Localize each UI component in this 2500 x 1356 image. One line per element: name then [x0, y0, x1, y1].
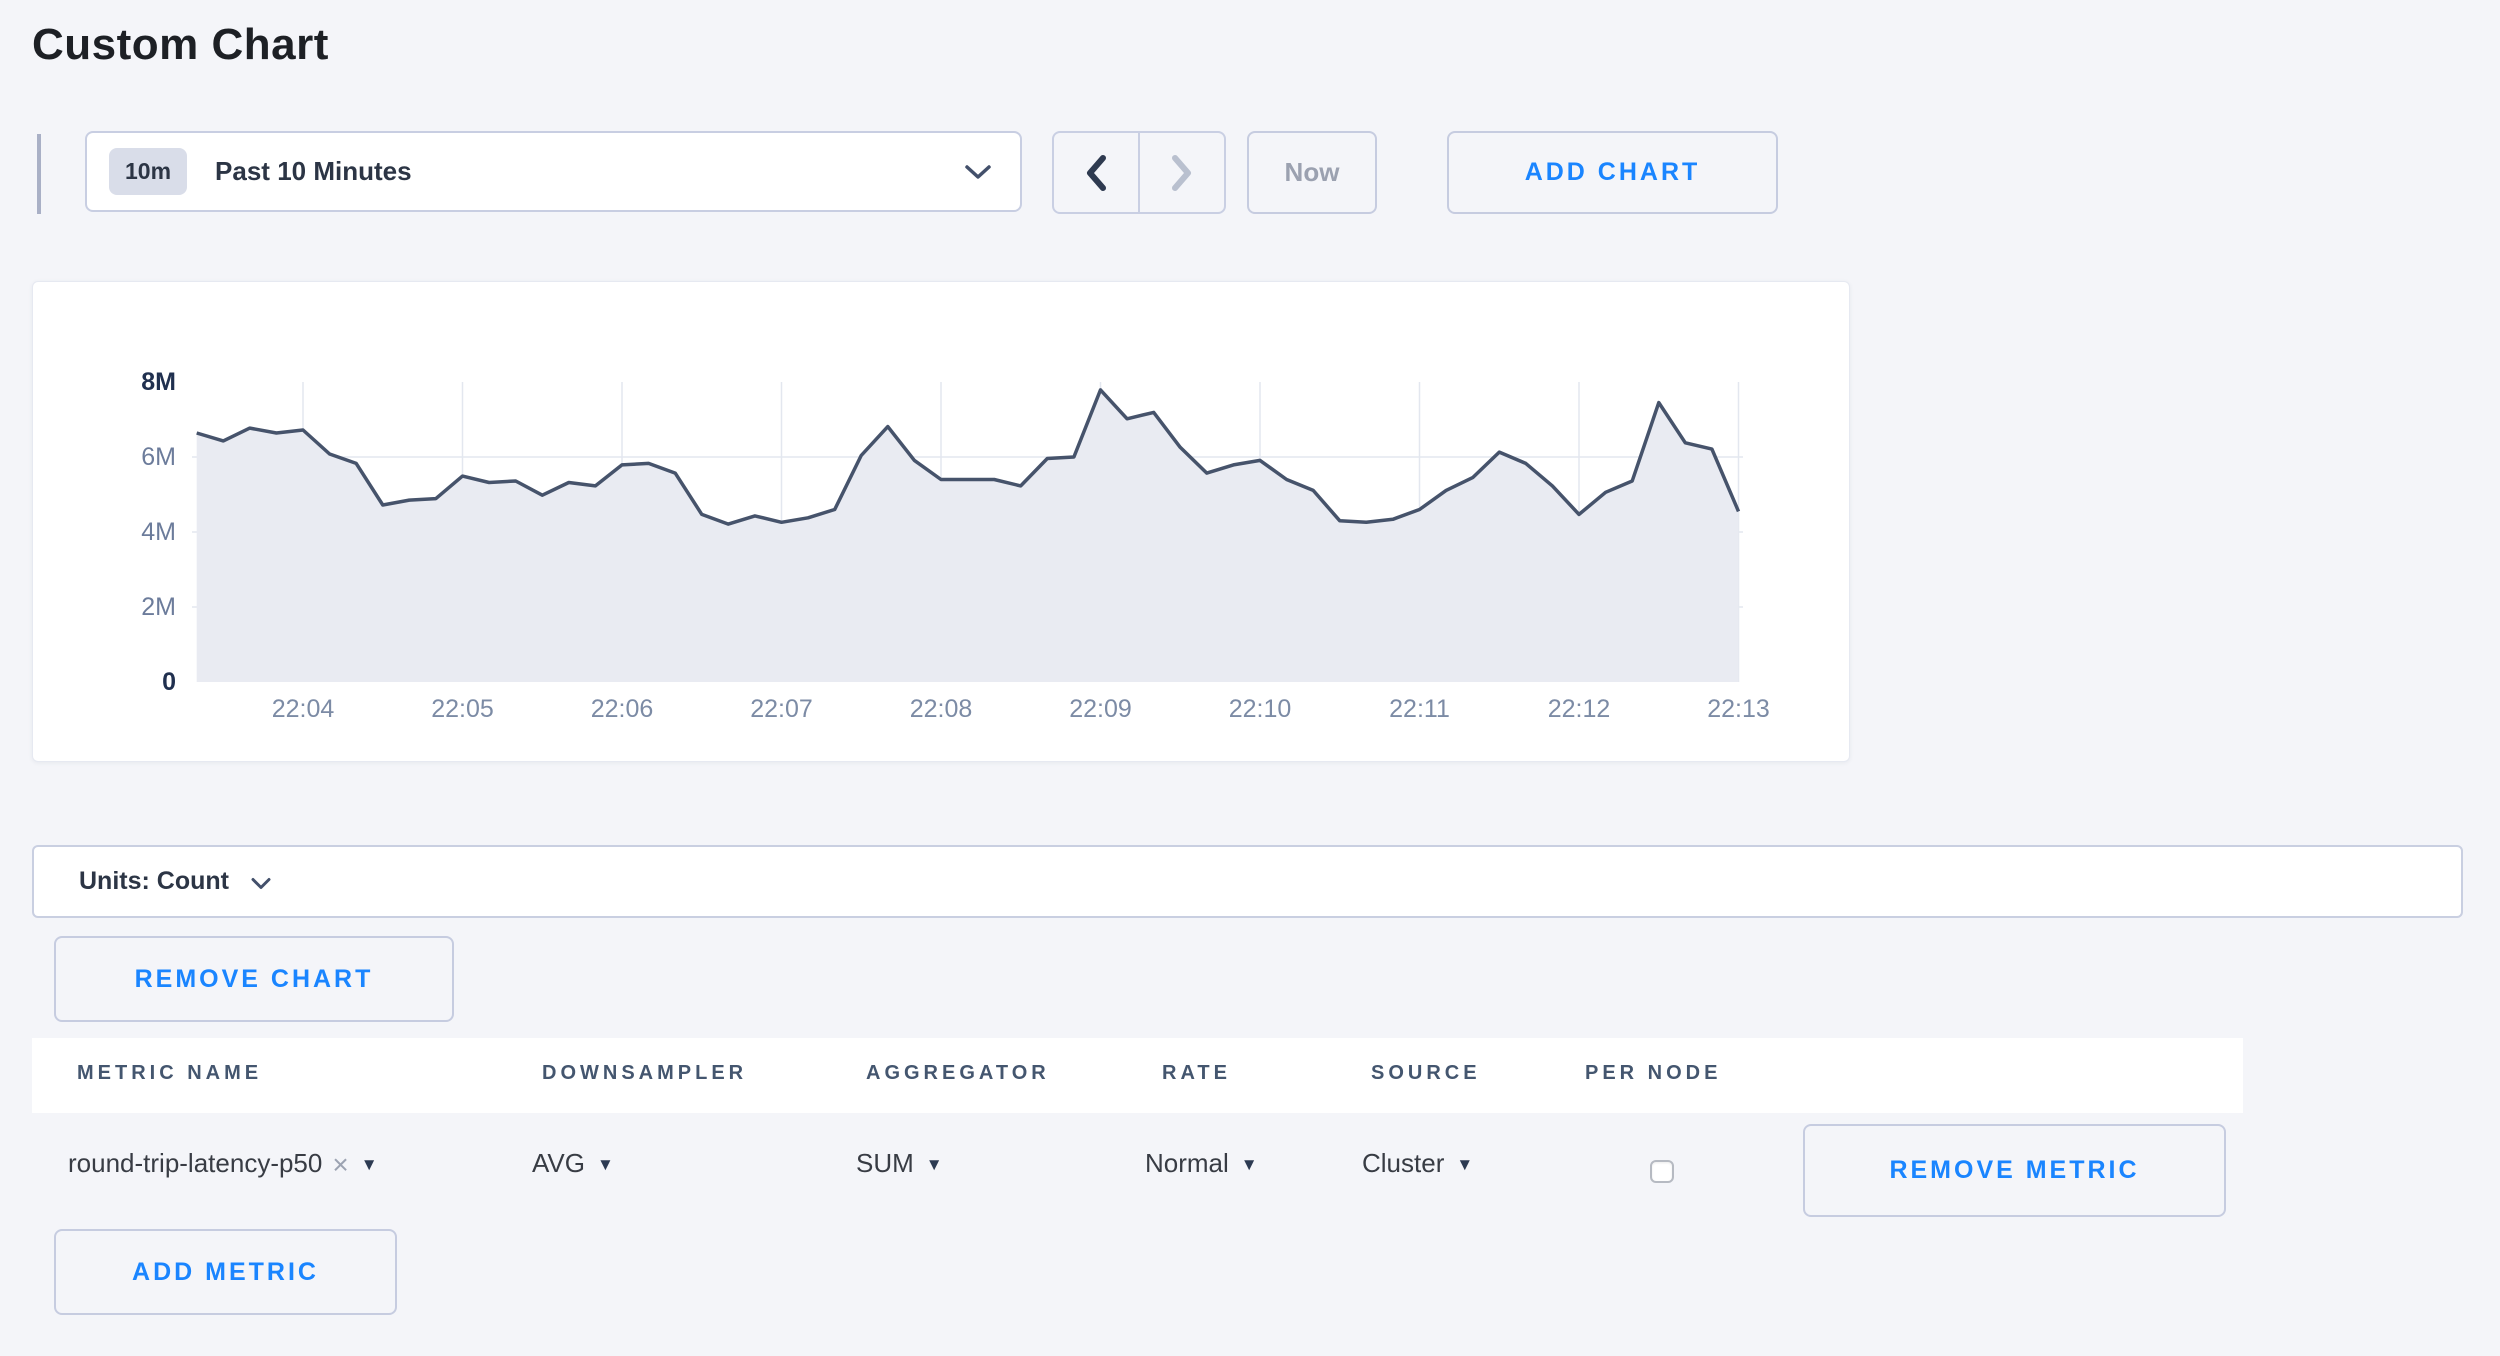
metric-name-select[interactable]: round-trip-latency-p50 × ▼	[68, 1148, 378, 1181]
add-chart-button[interactable]: ADD CHART	[1447, 131, 1778, 214]
col-header-metric-name: METRIC NAME	[77, 1062, 263, 1084]
metric-table-header: METRIC NAME DOWNSAMPLER AGGREGATOR RATE …	[32, 1038, 2243, 1113]
x-tick-label: 22:09	[1069, 695, 1132, 723]
x-tick-label: 22:07	[750, 695, 813, 723]
col-header-source: SOURCE	[1371, 1062, 1481, 1084]
remove-chart-button[interactable]: REMOVE CHART	[54, 936, 454, 1022]
toolbar-accent-divider	[37, 134, 41, 214]
y-tick-label: 4M	[141, 518, 176, 546]
x-tick-label: 22:13	[1707, 695, 1770, 723]
metric-name-value: round-trip-latency-p50	[68, 1148, 323, 1178]
remove-metric-button[interactable]: REMOVE METRIC	[1803, 1124, 2226, 1217]
chevron-down-icon	[251, 877, 271, 890]
time-back-button[interactable]	[1054, 133, 1140, 212]
x-tick-label: 22:06	[590, 695, 654, 723]
col-header-per-node: PER NODE	[1585, 1062, 1722, 1084]
rate-select[interactable]: Normal ▼	[1145, 1148, 1258, 1179]
dropdown-triangle-icon: ▼	[360, 1155, 378, 1175]
downsampler-select[interactable]: AVG ▼	[532, 1148, 614, 1179]
x-tick-label: 22:04	[271, 695, 335, 723]
chevron-left-icon	[1087, 154, 1106, 191]
dropdown-triangle-icon: ▼	[1456, 1155, 1474, 1175]
units-dropdown[interactable]: Units: Count	[32, 845, 2463, 918]
rate-value: Normal	[1145, 1148, 1229, 1178]
per-node-checkbox[interactable]	[1650, 1160, 1674, 1183]
now-button[interactable]: Now	[1247, 131, 1377, 214]
chevron-right-icon	[1172, 154, 1191, 191]
source-value: Cluster	[1362, 1148, 1445, 1178]
y-tick-label: 8M	[141, 368, 176, 396]
y-tick-label: 6M	[141, 443, 176, 471]
col-header-downsampler: DOWNSAMPLER	[542, 1062, 748, 1084]
col-header-rate: RATE	[1162, 1062, 1231, 1084]
aggregator-select[interactable]: SUM ▼	[856, 1148, 943, 1179]
dropdown-triangle-icon: ▼	[925, 1155, 943, 1175]
add-metric-button[interactable]: ADD METRIC	[54, 1229, 397, 1315]
chart-svg	[192, 382, 1743, 682]
dropdown-triangle-icon: ▼	[1240, 1155, 1258, 1175]
x-tick-label: 22:11	[1389, 695, 1450, 723]
y-tick-label: 2M	[141, 593, 176, 621]
x-tick-label: 22:10	[1228, 695, 1292, 723]
chart-plot-area[interactable]	[192, 382, 1743, 682]
time-forward-button[interactable]	[1140, 133, 1224, 212]
col-header-aggregator: AGGREGATOR	[866, 1062, 1050, 1084]
y-tick-label: 0	[162, 668, 176, 696]
units-label: Units: Count	[79, 867, 229, 895]
chevron-down-icon	[964, 163, 992, 181]
source-select[interactable]: Cluster ▼	[1362, 1148, 1473, 1179]
time-scale-badge: 10m	[109, 148, 188, 195]
chart-card: 0 2M 4M 6M 8M 22:04 22:05 22:06 22:07 22:08 22:09…	[32, 281, 1850, 762]
aggregator-value: SUM	[856, 1148, 914, 1178]
x-tick-label: 22:05	[431, 695, 494, 723]
x-tick-label: 22:12	[1547, 695, 1611, 723]
time-range-dropdown[interactable]: 10m Past 10 Minutes	[85, 131, 1022, 212]
dropdown-triangle-icon: ▼	[596, 1155, 614, 1175]
time-range-label: Past 10 Minutes	[215, 156, 412, 186]
page-title: Custom Chart	[32, 20, 329, 69]
time-nav-group	[1052, 131, 1226, 214]
x-tick-label: 22:08	[909, 695, 973, 723]
remove-tag-icon[interactable]: ×	[332, 1149, 349, 1181]
downsampler-value: AVG	[532, 1148, 585, 1178]
